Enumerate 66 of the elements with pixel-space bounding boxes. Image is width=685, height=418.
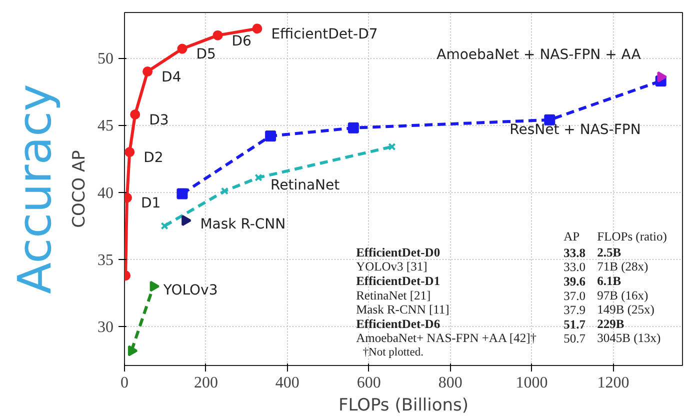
point [182,215,192,226]
point [124,147,135,158]
annotation: 39.6 [564,274,586,288]
annotation: EfficientDet-D6 [356,316,440,331]
annotation: 33.0 [564,260,586,274]
x-tick-label: 800 [438,374,462,392]
annotation: D5 [196,46,216,63]
annotation: AmoebaNet+ NAS-FPN +AA [42]† [356,331,536,346]
annotation: RetinaNet [21] [356,288,431,302]
y-axis-title: COCO AP [70,150,90,228]
annotation: 3045B (13x) [597,331,661,346]
annotation: D2 [144,150,164,166]
point [348,122,359,134]
y-tick-label: 30 [98,319,114,336]
annotation: 2.5B [597,245,622,260]
annotation: 51.7 [564,317,586,332]
y-tick-label: 45 [98,118,114,135]
x-tick-label: 400 [275,374,300,392]
annotation: EfficientDet-D7 [271,26,378,43]
series-label: ResNet + NAS-FPN [510,122,641,138]
point [252,24,262,34]
point [142,66,153,77]
point [657,71,668,82]
point [265,130,276,142]
y-tick-label: 50 [98,50,114,68]
point [388,142,396,151]
annotation: EfficientDet-D1 [356,274,440,288]
annotation: 6.1B [597,274,622,288]
annotation: Mask R-CNN [11] [356,302,450,317]
series-label: YOLOv3 [162,282,218,298]
point [130,110,140,120]
annotation: 33.8 [564,246,586,260]
series-label: Mask R-CNN [200,216,286,233]
x-tick-label: 1000 [516,374,548,392]
annotation: FLOPs (ratio) [597,230,667,244]
annotation: D6 [232,33,252,50]
series-label: AmoebaNet + NAS-FPN + AA [436,46,642,63]
annotation: 37.0 [564,288,586,303]
x-tick-label: 1200 [597,374,630,392]
annotation: YOLOv3 [31] [356,260,428,274]
point [212,30,223,40]
annotation: 50.7 [564,332,586,346]
text: Accuracy [8,84,62,294]
annotation: †Not plotted. [362,346,424,358]
annotation: 71B (28x) [597,260,648,274]
x-tick-label: 200 [194,374,218,392]
point [177,44,188,54]
point [220,187,229,195]
y-tick-label: 35 [98,252,114,269]
point [176,188,188,200]
annotation: AP [564,230,580,244]
point [254,174,262,182]
annotation: 97B (16x) [597,288,648,302]
y-tick-label: 40 [98,184,114,202]
x-axis-title: FLOPs (Billions) [338,396,469,416]
annotation: D1 [140,196,161,212]
annotation: 37.9 [564,303,586,318]
annotation: D3 [149,112,169,129]
point [160,222,168,230]
series-label: RetinaNet [270,178,340,194]
x-tick-label: 600 [356,374,381,392]
annotation: 149B (25x) [597,302,654,317]
x-tick-label: 0 [120,374,128,392]
annotation: D4 [162,70,182,86]
annotation: EfficientDet-D0 [356,245,440,260]
annotation: 229B [597,316,624,331]
